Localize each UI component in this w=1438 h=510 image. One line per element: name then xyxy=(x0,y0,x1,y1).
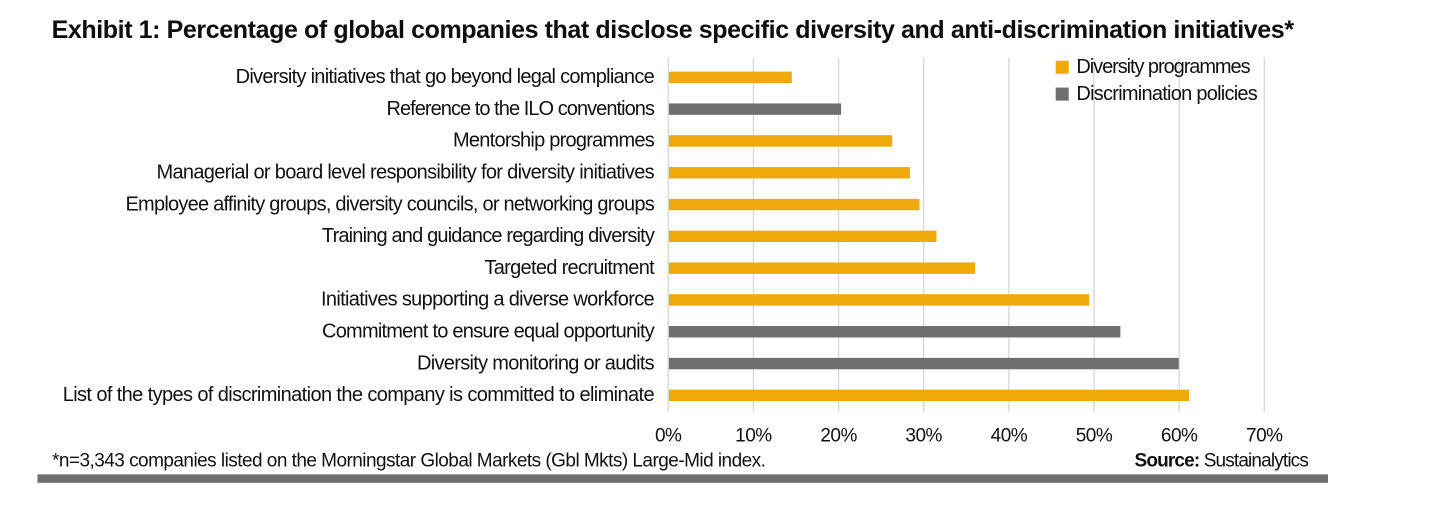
svg-text:10%: 10% xyxy=(735,425,772,446)
svg-text:20%: 20% xyxy=(820,425,857,446)
svg-text:40%: 40% xyxy=(991,425,1028,446)
svg-text:Diversity programmes: Diversity programmes xyxy=(1076,56,1250,78)
svg-text:Employee affinity groups, dive: Employee affinity groups, diversity coun… xyxy=(125,193,654,215)
svg-text:List of the types of discrimin: List of the types of discrimination the … xyxy=(63,384,655,406)
svg-text:Discrimination policies: Discrimination policies xyxy=(1076,83,1257,105)
svg-text:Source: Sustainalytics: Source: Sustainalytics xyxy=(1135,450,1309,471)
svg-text:Diversity monitoring or audits: Diversity monitoring or audits xyxy=(417,352,655,374)
svg-text:Training and guidance regardin: Training and guidance regarding diversit… xyxy=(322,225,655,247)
svg-text:60%: 60% xyxy=(1161,425,1198,446)
svg-text:Commitment to ensure equal opp: Commitment to ensure equal opportunity xyxy=(322,320,655,342)
svg-text:Targeted recruitment: Targeted recruitment xyxy=(484,257,655,279)
svg-text:50%: 50% xyxy=(1076,425,1113,446)
svg-text:Diversity initiatives that go: Diversity initiatives that go beyond leg… xyxy=(236,66,655,88)
svg-text:Exhibit 1: Percentage of globa: Exhibit 1: Percentage of global companie… xyxy=(52,16,1295,44)
svg-text:Managerial or board level resp: Managerial or board level responsibility… xyxy=(156,161,654,183)
svg-text:Mentorship programmes: Mentorship programmes xyxy=(453,130,655,152)
svg-text:*n=3,343 companies listed on t: *n=3,343 companies listed on the Morning… xyxy=(52,450,765,471)
svg-text:Reference to the ILO conventio: Reference to the ILO conventions xyxy=(386,98,654,120)
svg-text:70%: 70% xyxy=(1246,425,1283,446)
svg-text:30%: 30% xyxy=(905,425,942,446)
svg-text:Initiatives supporting a diver: Initiatives supporting a diverse workfor… xyxy=(321,289,655,311)
svg-text:0%: 0% xyxy=(655,425,682,446)
